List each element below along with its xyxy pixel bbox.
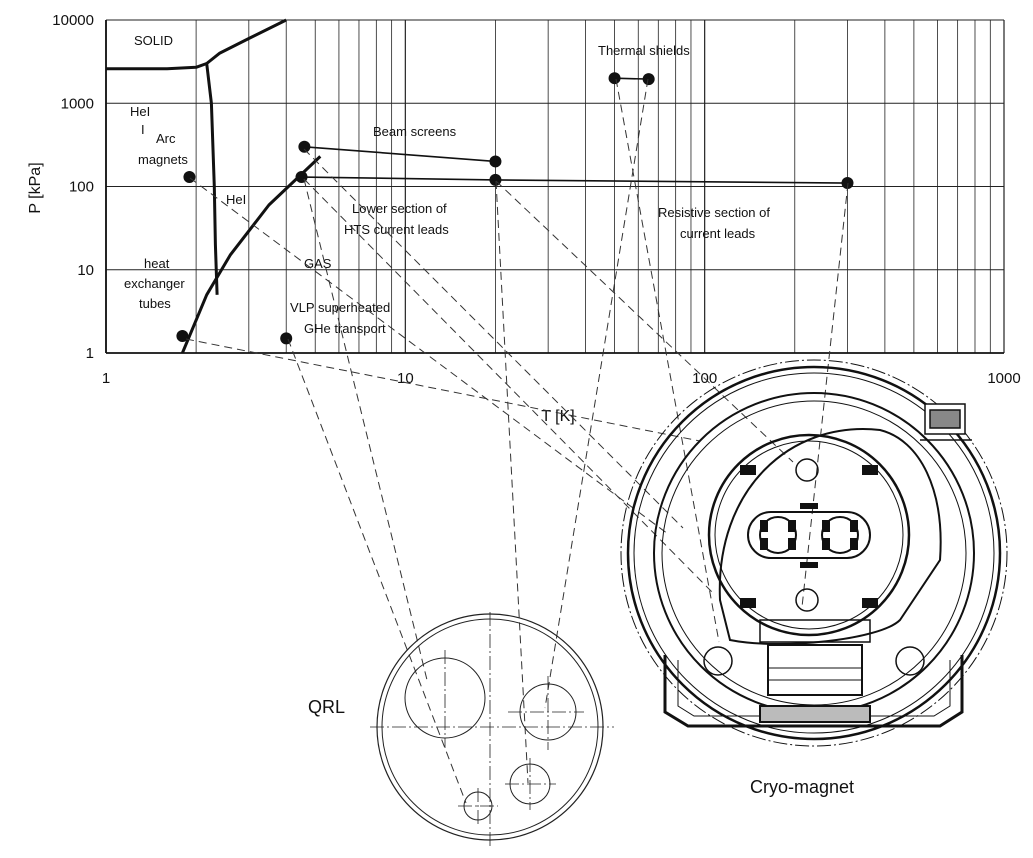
data-point (642, 73, 655, 86)
heat-exchanger-top (795, 458, 819, 482)
support-post-top (759, 619, 871, 643)
x-tick-label: 1 (102, 370, 110, 387)
leader-line (544, 78, 649, 709)
leader-line (495, 180, 794, 463)
annotation-gas: GAS (304, 256, 332, 271)
vacuum-vessel (626, 365, 1002, 741)
connection-segment (304, 145, 496, 163)
leader-lines (185, 78, 849, 804)
data-point (280, 332, 293, 345)
y-axis-label: P [kPa] (27, 162, 44, 213)
phase-boundary-curve (205, 18, 287, 65)
coil-blocks (740, 465, 878, 608)
shield-contour (718, 428, 942, 645)
annotation-hei-roman: I (141, 122, 145, 137)
phase-boundary-curve (106, 62, 208, 71)
phase-boundary-curve (181, 155, 322, 354)
cryo-magnet-cross-section: Cryo-magnet (620, 359, 1008, 797)
data-point (489, 155, 502, 168)
y-tick-label: 1 (86, 345, 94, 362)
annotation-ghe: GHe transport (304, 321, 386, 336)
leader-line (185, 338, 701, 442)
connection-segment (495, 179, 848, 184)
annotation-hts: HTS current leads (344, 222, 449, 237)
x-axis-label: T [K] (541, 408, 575, 425)
support-post (767, 644, 863, 696)
annotation-exchanger: exchanger (124, 276, 185, 291)
annotation-heii: HeI (226, 192, 246, 207)
cryo-outline-dashdot (620, 359, 1008, 747)
leader-line (303, 148, 684, 529)
collar-yoke (747, 511, 871, 559)
y-tick-label: 1000 (61, 95, 94, 112)
leader-line (189, 177, 669, 535)
annotation-resistive: Resistive section of (658, 205, 770, 220)
connection-segments (301, 77, 848, 184)
heat-exchanger-bottom (795, 588, 819, 612)
data-point (841, 177, 854, 190)
qrl-label: QRL (308, 697, 345, 717)
chart-grid (105, 19, 1005, 354)
pipe-left (703, 646, 733, 676)
cold-mass-shell (707, 433, 911, 637)
cryo-label: Cryo-magnet (750, 777, 854, 797)
leader-line (615, 78, 720, 643)
annotation-arc: Arc (156, 131, 176, 146)
annotation-beam-screens: Beam screens (373, 124, 457, 139)
leader-line (303, 178, 713, 593)
phase-boundary-curves (106, 18, 322, 354)
qrl-cross-section: QRL (308, 612, 614, 848)
annotation-thermal-shields: Thermal shields (598, 43, 690, 58)
support-foot (663, 655, 964, 728)
leader-line (495, 180, 529, 784)
annotation-magnets: magnets (138, 152, 188, 167)
y-tick-label: 100 (69, 179, 94, 196)
cold-mass-inner (714, 440, 904, 630)
support-base (759, 705, 871, 723)
annotation-vlp: VLP superheated (290, 300, 390, 315)
annotation-current-leads: current leads (680, 226, 756, 241)
leader-line (801, 182, 849, 608)
y-tick-label: 10000 (52, 12, 94, 29)
data-point (176, 330, 189, 343)
aperture-right (821, 516, 859, 554)
annotation-solid: SOLID (134, 33, 173, 48)
annotation-lower-section: Lower section of (352, 201, 447, 216)
leader-line (287, 338, 467, 804)
vacuum-vessel-inner (633, 372, 995, 734)
pipe-right (895, 646, 925, 676)
y-tick-label: 10 (77, 262, 94, 279)
x-tick-label: 10 (397, 370, 414, 387)
data-point (298, 140, 311, 153)
annotation-heat: heat (144, 256, 170, 271)
x-tick-label: 1000 (987, 370, 1020, 387)
top-flange (920, 403, 972, 441)
chart-annotations: SOLID HeI I Arc magnets HeI GAS heat exc… (124, 33, 770, 336)
data-point (608, 72, 621, 85)
leader-line (303, 178, 428, 681)
phase-boundary-curve (205, 63, 219, 295)
annotation-tubes: tubes (139, 296, 171, 311)
qrl-centerlines (370, 612, 614, 848)
aperture-left (759, 516, 797, 554)
connection-segment (301, 176, 496, 181)
thermal-shield-inner (661, 400, 967, 706)
annotation-hei: HeI (130, 104, 150, 119)
